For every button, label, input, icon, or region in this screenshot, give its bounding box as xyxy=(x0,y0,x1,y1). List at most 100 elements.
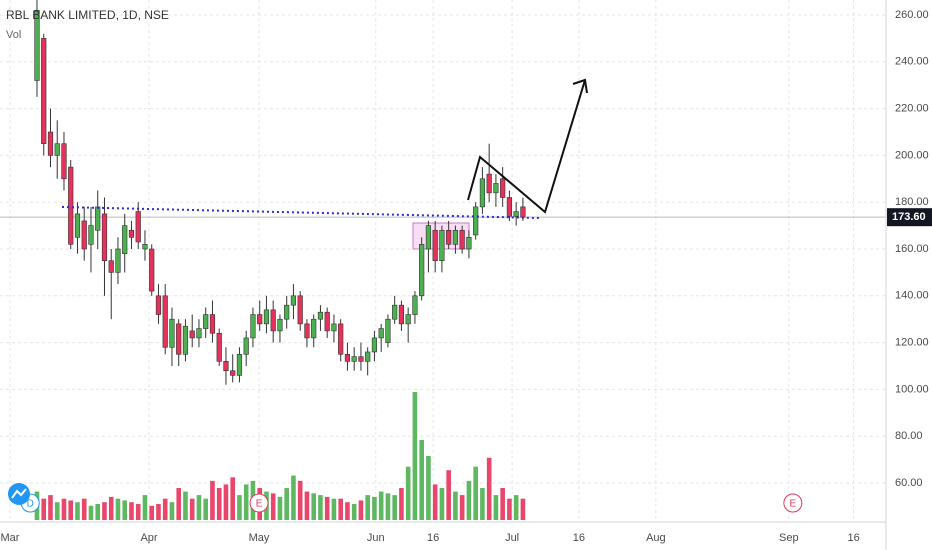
x-tick-label: Apr xyxy=(140,532,157,544)
volume-bar xyxy=(48,495,53,520)
candle-body xyxy=(446,229,452,245)
volume-bar xyxy=(54,502,60,520)
volume-bar xyxy=(466,480,472,520)
candle-body xyxy=(371,337,378,353)
candle-body xyxy=(385,318,391,343)
y-tick-label: 80.00 xyxy=(895,430,923,442)
projection-path xyxy=(467,79,586,214)
volume-bar xyxy=(88,505,94,520)
candle-body xyxy=(41,38,47,144)
y-tick-label: 160.00 xyxy=(895,243,929,255)
volume-bar xyxy=(223,484,229,520)
volume-bar xyxy=(237,495,242,520)
volume-bar xyxy=(331,498,337,520)
volume-bar xyxy=(500,488,505,520)
candle-body xyxy=(331,323,337,332)
candle-body xyxy=(101,213,108,262)
candle-body xyxy=(216,332,222,362)
last-price-box xyxy=(887,208,932,227)
volume-bar xyxy=(162,498,168,520)
volume-bar xyxy=(149,505,155,520)
volume-bar xyxy=(81,498,87,520)
y-tick-label: 60.00 xyxy=(895,477,923,489)
candle-body xyxy=(466,236,472,250)
candle-body xyxy=(250,314,256,339)
candle-body xyxy=(378,328,384,339)
volume-bar xyxy=(189,498,195,520)
volume-bar xyxy=(419,440,424,520)
volume-bar xyxy=(115,498,121,520)
candle-body xyxy=(169,318,175,348)
candle-body xyxy=(493,183,499,194)
candle-body xyxy=(34,9,40,81)
volume-bar xyxy=(61,498,67,520)
x-tick-label: Aug xyxy=(646,532,666,544)
volume-bar xyxy=(513,495,519,520)
event-marker xyxy=(249,493,269,513)
x-tick-label: 16 xyxy=(573,532,585,544)
candle-body xyxy=(263,309,270,325)
candle-body xyxy=(311,318,317,339)
candle-body xyxy=(324,311,330,332)
volume-bar xyxy=(41,498,47,520)
y-tick-label: 200.00 xyxy=(895,149,929,161)
volume-bar xyxy=(365,495,370,520)
candle-body xyxy=(135,211,141,243)
volume-bar xyxy=(284,488,289,520)
volume-bar xyxy=(399,488,404,520)
x-tick-label: Jun xyxy=(367,532,385,544)
y-tick-label: 140.00 xyxy=(895,290,929,302)
volume-bar xyxy=(297,480,303,520)
candle-body xyxy=(500,178,506,198)
chart-title: RBL BANK LIMITED, 1D, NSE xyxy=(6,8,169,22)
volume-bar xyxy=(378,491,384,520)
volume-bar xyxy=(405,466,411,520)
volume-bar xyxy=(176,488,182,520)
volume-bar xyxy=(459,495,465,520)
candle-body xyxy=(473,206,479,236)
volume-bar xyxy=(311,493,316,520)
grid xyxy=(0,0,886,520)
candle-body xyxy=(81,220,87,250)
volume-bar xyxy=(216,488,222,520)
volume-bar xyxy=(142,495,148,520)
volume-bar xyxy=(338,498,343,520)
event-label: E xyxy=(790,499,797,510)
candle-body xyxy=(54,143,60,156)
candle-body xyxy=(149,248,155,292)
volume-bar xyxy=(291,475,296,520)
volume-bar xyxy=(412,392,418,520)
x-tick-label: 16 xyxy=(427,532,439,544)
candle-body xyxy=(344,354,351,362)
candle-body xyxy=(230,370,236,376)
candle-body xyxy=(189,330,195,339)
y-tick-label: 240.00 xyxy=(895,56,929,68)
candle-body xyxy=(358,356,364,362)
volume-bar xyxy=(318,495,323,520)
volume-bar xyxy=(243,484,249,520)
candle-body xyxy=(61,143,67,180)
tv-logo[interactable] xyxy=(8,483,30,505)
volume-bar xyxy=(210,480,215,520)
candle-body xyxy=(304,323,310,339)
candle-body xyxy=(405,314,411,325)
candle-body xyxy=(439,229,445,262)
candle-body xyxy=(432,229,438,262)
volume-bar xyxy=(473,466,478,520)
x-tick-label: May xyxy=(249,532,270,544)
x-tick-label: Jul xyxy=(505,532,519,544)
candle-body xyxy=(176,323,182,355)
candle-body xyxy=(513,211,519,217)
candle-body xyxy=(365,351,371,362)
volume-bar xyxy=(68,500,74,520)
candle-body xyxy=(297,295,303,325)
volume-bar xyxy=(129,502,134,520)
candles xyxy=(34,0,526,385)
candle-body xyxy=(284,304,290,320)
volume-bar xyxy=(372,496,377,520)
y-tick-label: 220.00 xyxy=(895,102,929,114)
volume-bar xyxy=(486,457,492,520)
candle-body xyxy=(452,229,459,245)
candle-body xyxy=(290,295,297,306)
